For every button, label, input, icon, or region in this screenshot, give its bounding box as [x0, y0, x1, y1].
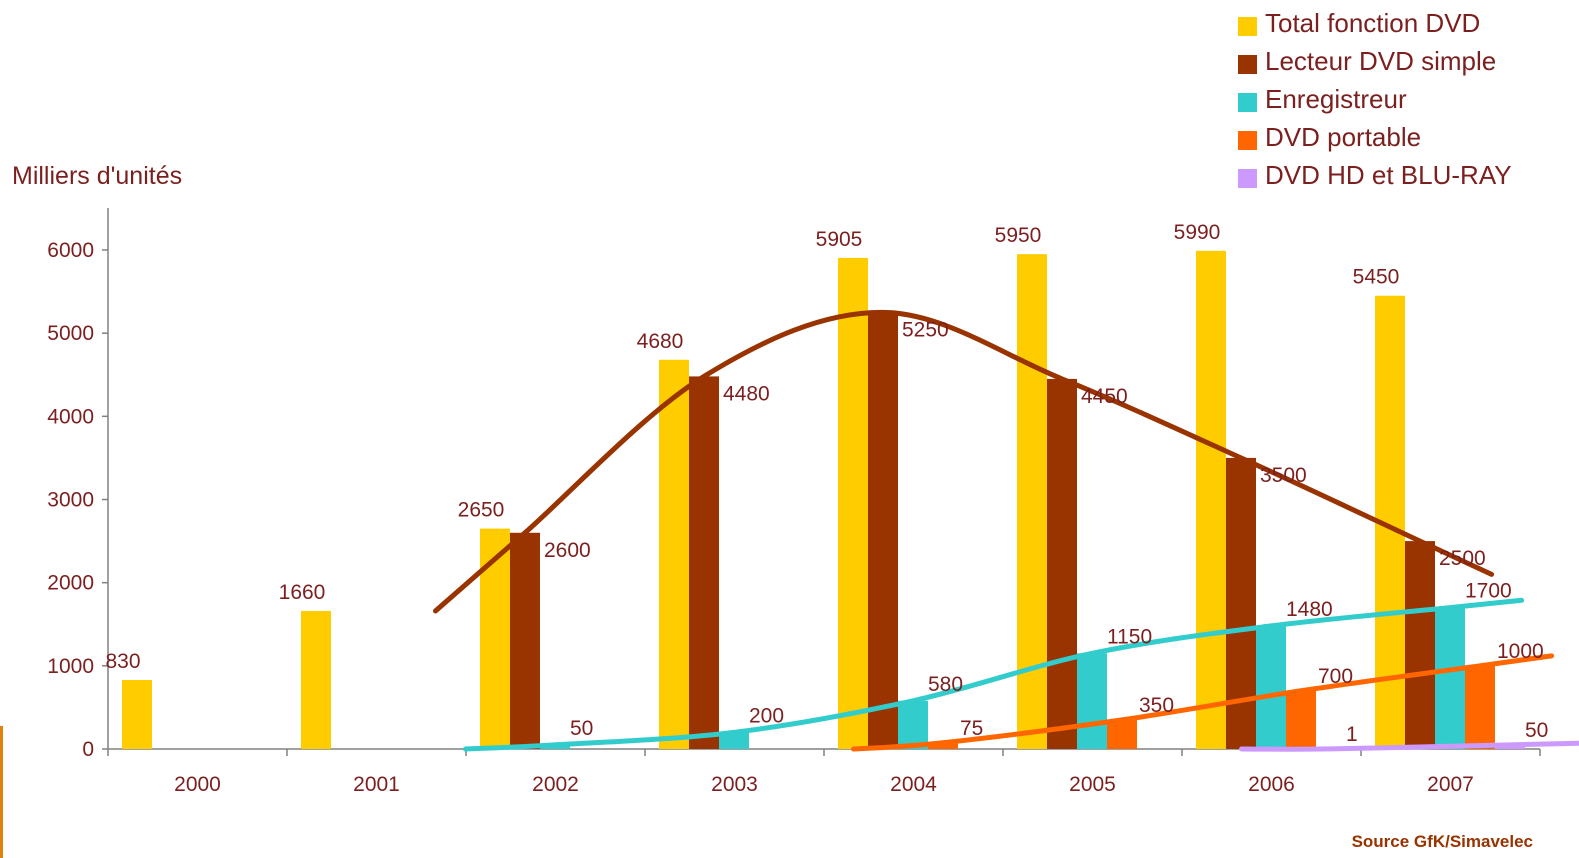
- data-label: 4680: [637, 330, 684, 353]
- data-label: 2500: [1439, 547, 1486, 570]
- y-tick-label: 6000: [47, 239, 94, 262]
- data-label: 830: [105, 650, 140, 673]
- legend-label: DVD portable: [1265, 121, 1422, 152]
- trend-line: [433, 309, 1495, 614]
- legend-label: Lecteur DVD simple: [1265, 45, 1497, 76]
- bar: [719, 732, 749, 749]
- trend-layer: [433, 309, 1579, 752]
- bar: [868, 312, 898, 749]
- x-tick-label: 2005: [1069, 773, 1116, 796]
- bar: [1435, 607, 1465, 749]
- legend-item: Enregistreur: [1238, 80, 1512, 118]
- data-label: 200: [749, 704, 784, 727]
- legend-item: Total fonction DVD: [1238, 4, 1512, 42]
- bar: [1256, 625, 1286, 749]
- bar: [510, 532, 540, 749]
- bars-layer: [122, 250, 1525, 750]
- data-label: 1000: [1497, 640, 1544, 663]
- legend-item: DVD portable: [1238, 118, 1512, 156]
- left-edge-mark: [0, 726, 3, 858]
- x-tick-label: 2004: [890, 773, 937, 796]
- data-label: 5250: [902, 318, 949, 341]
- data-label: 5450: [1353, 266, 1400, 289]
- bar: [1196, 250, 1226, 749]
- legend-label: Enregistreur: [1265, 83, 1407, 114]
- bar: [1286, 690, 1316, 749]
- bar: [1047, 378, 1077, 749]
- bar: [898, 700, 928, 749]
- source-note: Source GfK/Simavelec: [1351, 832, 1533, 851]
- x-tick-label: 2007: [1427, 773, 1474, 796]
- data-label: 5990: [1174, 221, 1221, 244]
- bar: [928, 742, 958, 749]
- legend-label: Total fonction DVD: [1265, 7, 1481, 38]
- data-label: 2600: [544, 539, 591, 562]
- legend-swatch: [1238, 168, 1257, 188]
- legend-swatch: [1238, 54, 1257, 74]
- bar: [122, 679, 152, 749]
- data-label: 75: [960, 717, 983, 740]
- data-label: 1150: [1107, 625, 1152, 648]
- x-tick-label: 2003: [711, 773, 758, 796]
- bar: [659, 359, 689, 749]
- legend-swatch: [1238, 16, 1257, 36]
- data-label: 3500: [1260, 464, 1307, 487]
- y-tick-label: 2000: [47, 572, 94, 595]
- trend-line: [463, 597, 1525, 752]
- data-label: 50: [570, 717, 593, 740]
- data-label: 1660: [279, 581, 326, 604]
- bar: [1077, 653, 1107, 749]
- legend-label: DVD HD et BLU-RAY: [1265, 159, 1512, 190]
- data-label: 350: [1139, 694, 1174, 717]
- data-label: 5950: [995, 224, 1042, 247]
- bar: [1405, 541, 1435, 749]
- data-label: 2650: [458, 499, 505, 522]
- bar: [1017, 254, 1047, 750]
- x-tick-label: 2002: [532, 773, 579, 796]
- bar: [1107, 719, 1137, 749]
- legend-swatch: [1238, 130, 1257, 150]
- trend-line: [851, 653, 1555, 752]
- data-label: 580: [928, 673, 963, 696]
- data-label: 5905: [816, 228, 863, 251]
- legend: Total fonction DVD Lecteur DVD simple En…: [1238, 4, 1512, 194]
- data-label: 1: [1346, 723, 1358, 746]
- legend-item: DVD HD et BLU-RAY: [1238, 156, 1512, 194]
- y-axis-label: Milliers d'unités: [12, 162, 183, 190]
- bar: [1465, 665, 1495, 749]
- data-label: 4450: [1081, 385, 1128, 408]
- data-label: 1700: [1465, 580, 1512, 603]
- y-tick-label: 0: [82, 738, 94, 761]
- x-tick-label: 2000: [174, 773, 221, 796]
- data-label: 700: [1318, 665, 1353, 688]
- x-tick-label: 2001: [353, 773, 400, 796]
- legend-swatch: [1238, 92, 1257, 112]
- data-label: 4480: [723, 382, 770, 405]
- bar: [689, 376, 719, 749]
- data-label: 1480: [1286, 598, 1333, 621]
- trend-line: [1239, 740, 1579, 752]
- data-label: 50: [1525, 719, 1548, 742]
- y-tick-label: 3000: [47, 489, 94, 512]
- x-tick-label: 2006: [1248, 773, 1295, 796]
- y-tick-label: 4000: [47, 405, 94, 428]
- y-tick-label: 5000: [47, 322, 94, 345]
- y-tick-label: 1000: [47, 655, 94, 678]
- bar: [301, 610, 331, 749]
- bar: [1226, 457, 1256, 749]
- bar: [838, 257, 868, 749]
- legend-item: Lecteur DVD simple: [1238, 42, 1512, 80]
